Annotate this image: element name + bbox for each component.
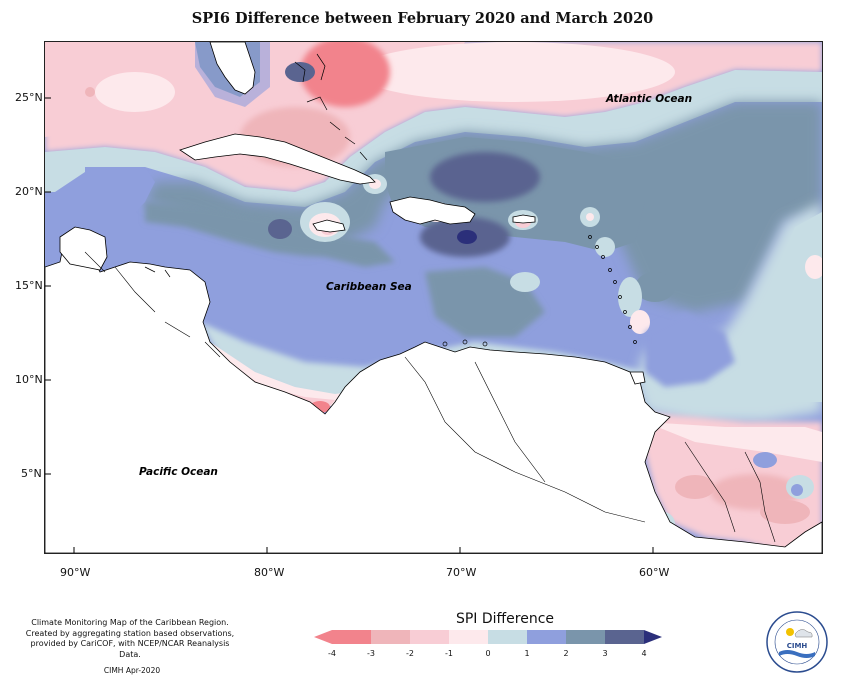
legend-swatch — [410, 630, 449, 644]
legend-arrow-high — [644, 630, 662, 644]
atlantic-ocean-label: Atlantic Ocean — [606, 93, 693, 105]
credits-text: Climate Monitoring Map of the Caribbean … — [20, 618, 240, 660]
legend-swatch — [527, 630, 566, 644]
legend-swatch — [566, 630, 605, 644]
lat-label-25: 25°N — [15, 91, 43, 104]
credits-line-2: Created by aggregating station based obs… — [25, 628, 235, 638]
legend-tick-label: 0 — [485, 649, 490, 658]
credits-line-1: Climate Monitoring Map of the Caribbean … — [31, 618, 229, 627]
legend-title: SPI Difference — [455, 611, 555, 627]
legend-svg: -4 -3 -2 -1 0 1 2 3 4 — [314, 630, 662, 658]
lat-label-10: 10°N — [15, 373, 43, 386]
lat-label-5: 5°N — [21, 467, 42, 480]
credits-line-3: provided by CariCOF, with NCEP/NCAR Rean… — [30, 639, 230, 659]
caribbean-sea-label: Caribbean Sea — [326, 281, 412, 293]
map-title: SPI6 Difference between February 2020 an… — [191, 10, 654, 27]
legend-colorbar: -4 -3 -2 -1 0 1 2 3 4 — [312, 628, 684, 664]
cimh-logo-icon: CIMH — [766, 611, 828, 673]
legend-swatch — [488, 630, 527, 644]
lat-label-20: 20°N — [15, 185, 43, 198]
legend-tick-label: -3 — [367, 649, 375, 658]
legend-tick-label: -1 — [445, 649, 453, 658]
legend-arrow-low — [314, 630, 332, 644]
pacific-ocean-label: Pacific Ocean — [139, 466, 218, 478]
legend-swatch — [449, 630, 488, 644]
frame-ticks — [45, 97, 654, 553]
legend-swatch — [605, 630, 644, 644]
legend-tick-label: 2 — [563, 649, 568, 658]
lon-label-90w: 90°W — [60, 566, 91, 579]
spi-difference-map — [45, 42, 822, 553]
legend-tick-label: 3 — [602, 649, 607, 658]
legend-tick-label: 1 — [524, 649, 529, 658]
lon-label-70w: 70°W — [446, 566, 477, 579]
legend-tick-label: -4 — [328, 649, 336, 658]
legend-swatch — [332, 630, 371, 644]
lat-label-15: 15°N — [15, 279, 43, 292]
map-panel — [44, 41, 823, 554]
logo-text: CIMH — [787, 642, 808, 650]
small-islands — [84, 53, 776, 543]
credits-stamp: CIMH Apr-2020 — [103, 666, 161, 675]
lon-label-80w: 80°W — [254, 566, 285, 579]
land-masses — [45, 42, 822, 553]
lon-label-60w: 60°W — [639, 566, 670, 579]
legend-swatch — [371, 630, 410, 644]
cimh-logo: CIMH — [765, 610, 829, 674]
legend-tick-label: -2 — [406, 649, 414, 658]
legend-tick-label: 4 — [641, 649, 646, 658]
